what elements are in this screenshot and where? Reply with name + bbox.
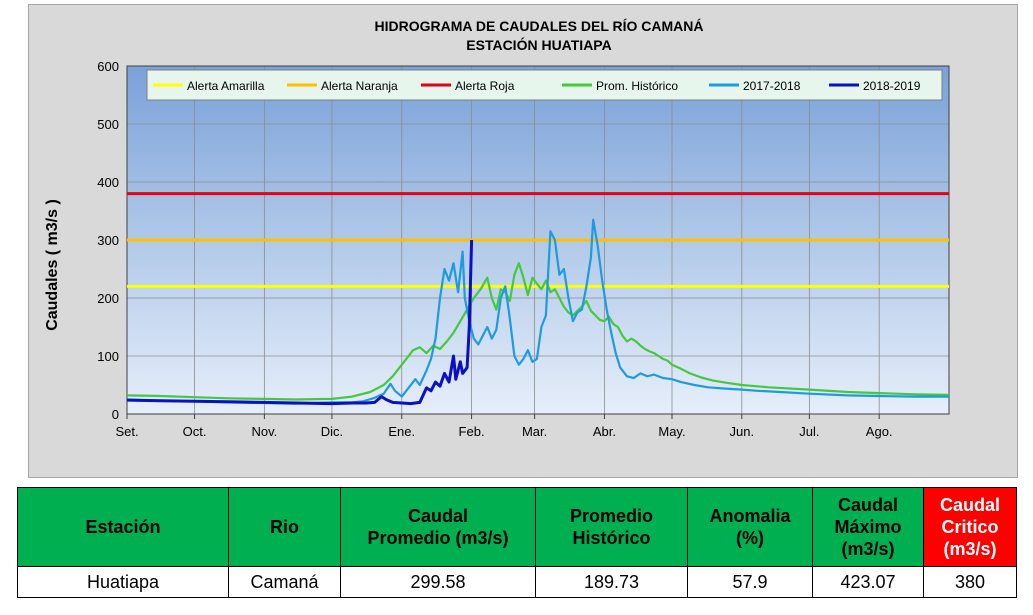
header-line: Anomalia xyxy=(709,506,791,526)
x-tick-label: Dic. xyxy=(321,424,343,439)
x-tick-label: Jul. xyxy=(799,424,819,439)
header-line: Critico xyxy=(941,517,999,537)
x-tick-label: Jun. xyxy=(730,424,755,439)
cell-rio: Camaná xyxy=(228,566,341,598)
plot-area: 0 100 200 300 400 500 600 Set. Oct. Nov. Dic. Ene. F… xyxy=(97,59,950,439)
y-tick-label: 200 xyxy=(97,291,119,306)
header-caudal-maximo: Caudal Máximo (m3/s) xyxy=(812,487,924,567)
header-line: Caudal xyxy=(407,506,468,526)
cell-promedio-historico: 189.73 xyxy=(535,566,688,598)
cell-estacion: Huatiapa xyxy=(17,566,229,598)
hydrograph-chart: HIDROGRAMA DE CAUDALES DEL RÍO CAMANÁ ES… xyxy=(44,18,950,439)
y-tick-label: 400 xyxy=(97,175,119,190)
chart-subtitle: ESTACIÓN HUATIAPA xyxy=(466,36,611,53)
x-tick-label: May. xyxy=(658,424,685,439)
chart-panel: HIDROGRAMA DE CAUDALES DEL RÍO CAMANÁ ES… xyxy=(28,4,1018,478)
cell-caudal-critico: 380 xyxy=(923,566,1017,598)
y-tick-label: 300 xyxy=(97,233,119,248)
x-tick-label: Mar. xyxy=(522,424,547,439)
x-tick-label: Ago. xyxy=(866,424,893,439)
header-line: (m3/s) xyxy=(943,539,997,559)
header-promedio-historico: Promedio Histórico xyxy=(535,487,688,567)
header-estacion: Estación xyxy=(17,487,229,567)
y-axis-label: Caudales ( m3/s ) xyxy=(44,199,61,331)
header-caudal-promedio: Caudal Promedio (m3/s) xyxy=(340,487,536,567)
header-line: (%) xyxy=(736,528,764,548)
legend-entry: 2017-2018 xyxy=(743,79,801,93)
table-row: Huatiapa Camaná 299.58 189.73 57.9 423.0… xyxy=(17,566,1017,598)
x-tick-label: Feb. xyxy=(459,424,485,439)
header-line: Máximo xyxy=(834,517,902,537)
y-tick-label: 600 xyxy=(97,59,119,74)
y-tick-label: 0 xyxy=(112,407,119,422)
y-tick-label: 100 xyxy=(97,349,119,364)
header-line: Estación xyxy=(85,517,161,537)
legend-entry: Alerta Naranja xyxy=(321,79,398,93)
header-line: (m3/s) xyxy=(841,539,895,559)
header-line: Caudal xyxy=(837,495,898,515)
x-tick-label: Nov. xyxy=(251,424,277,439)
series-line xyxy=(126,218,949,405)
header-line: Histórico xyxy=(572,528,651,548)
header-line: Promedio (m3/s) xyxy=(367,528,509,548)
header-line: Rio xyxy=(270,517,299,537)
x-tick-label: Oct. xyxy=(183,424,207,439)
summary-table: Estación Rio Caudal Promedio (m3/s) Prome… xyxy=(17,487,1017,598)
cell-caudal-maximo: 423.07 xyxy=(812,566,924,598)
legend-box xyxy=(146,69,943,101)
legend-entry: 2018-2019 xyxy=(863,79,921,93)
legend-entry: Alerta Amarilla xyxy=(187,79,265,93)
table-header-row: Estación Rio Caudal Promedio (m3/s) Prome… xyxy=(17,487,1017,567)
x-tick-label: Ene. xyxy=(388,424,415,439)
y-tick-label: 500 xyxy=(97,117,119,132)
header-line: Promedio xyxy=(569,506,653,526)
series-line xyxy=(126,239,474,406)
cell-anomalia: 57.9 xyxy=(687,566,813,598)
header-rio: Rio xyxy=(228,487,341,567)
cell-caudal-promedio: 299.58 xyxy=(340,566,536,598)
x-tick-label: Abr. xyxy=(593,424,616,439)
legend-entry: Alerta Roja xyxy=(455,79,515,93)
header-line: Caudal xyxy=(939,495,1000,515)
legend-entry: Prom. Histórico xyxy=(596,79,678,93)
header-anomalia: Anomalia (%) xyxy=(687,487,813,567)
header-caudal-critico: Caudal Critico (m3/s) xyxy=(923,487,1017,567)
series-line xyxy=(126,262,950,401)
x-tick-label: Set. xyxy=(115,424,138,439)
chart-title: HIDROGRAMA DE CAUDALES DEL RÍO CAMANÁ xyxy=(375,18,704,34)
